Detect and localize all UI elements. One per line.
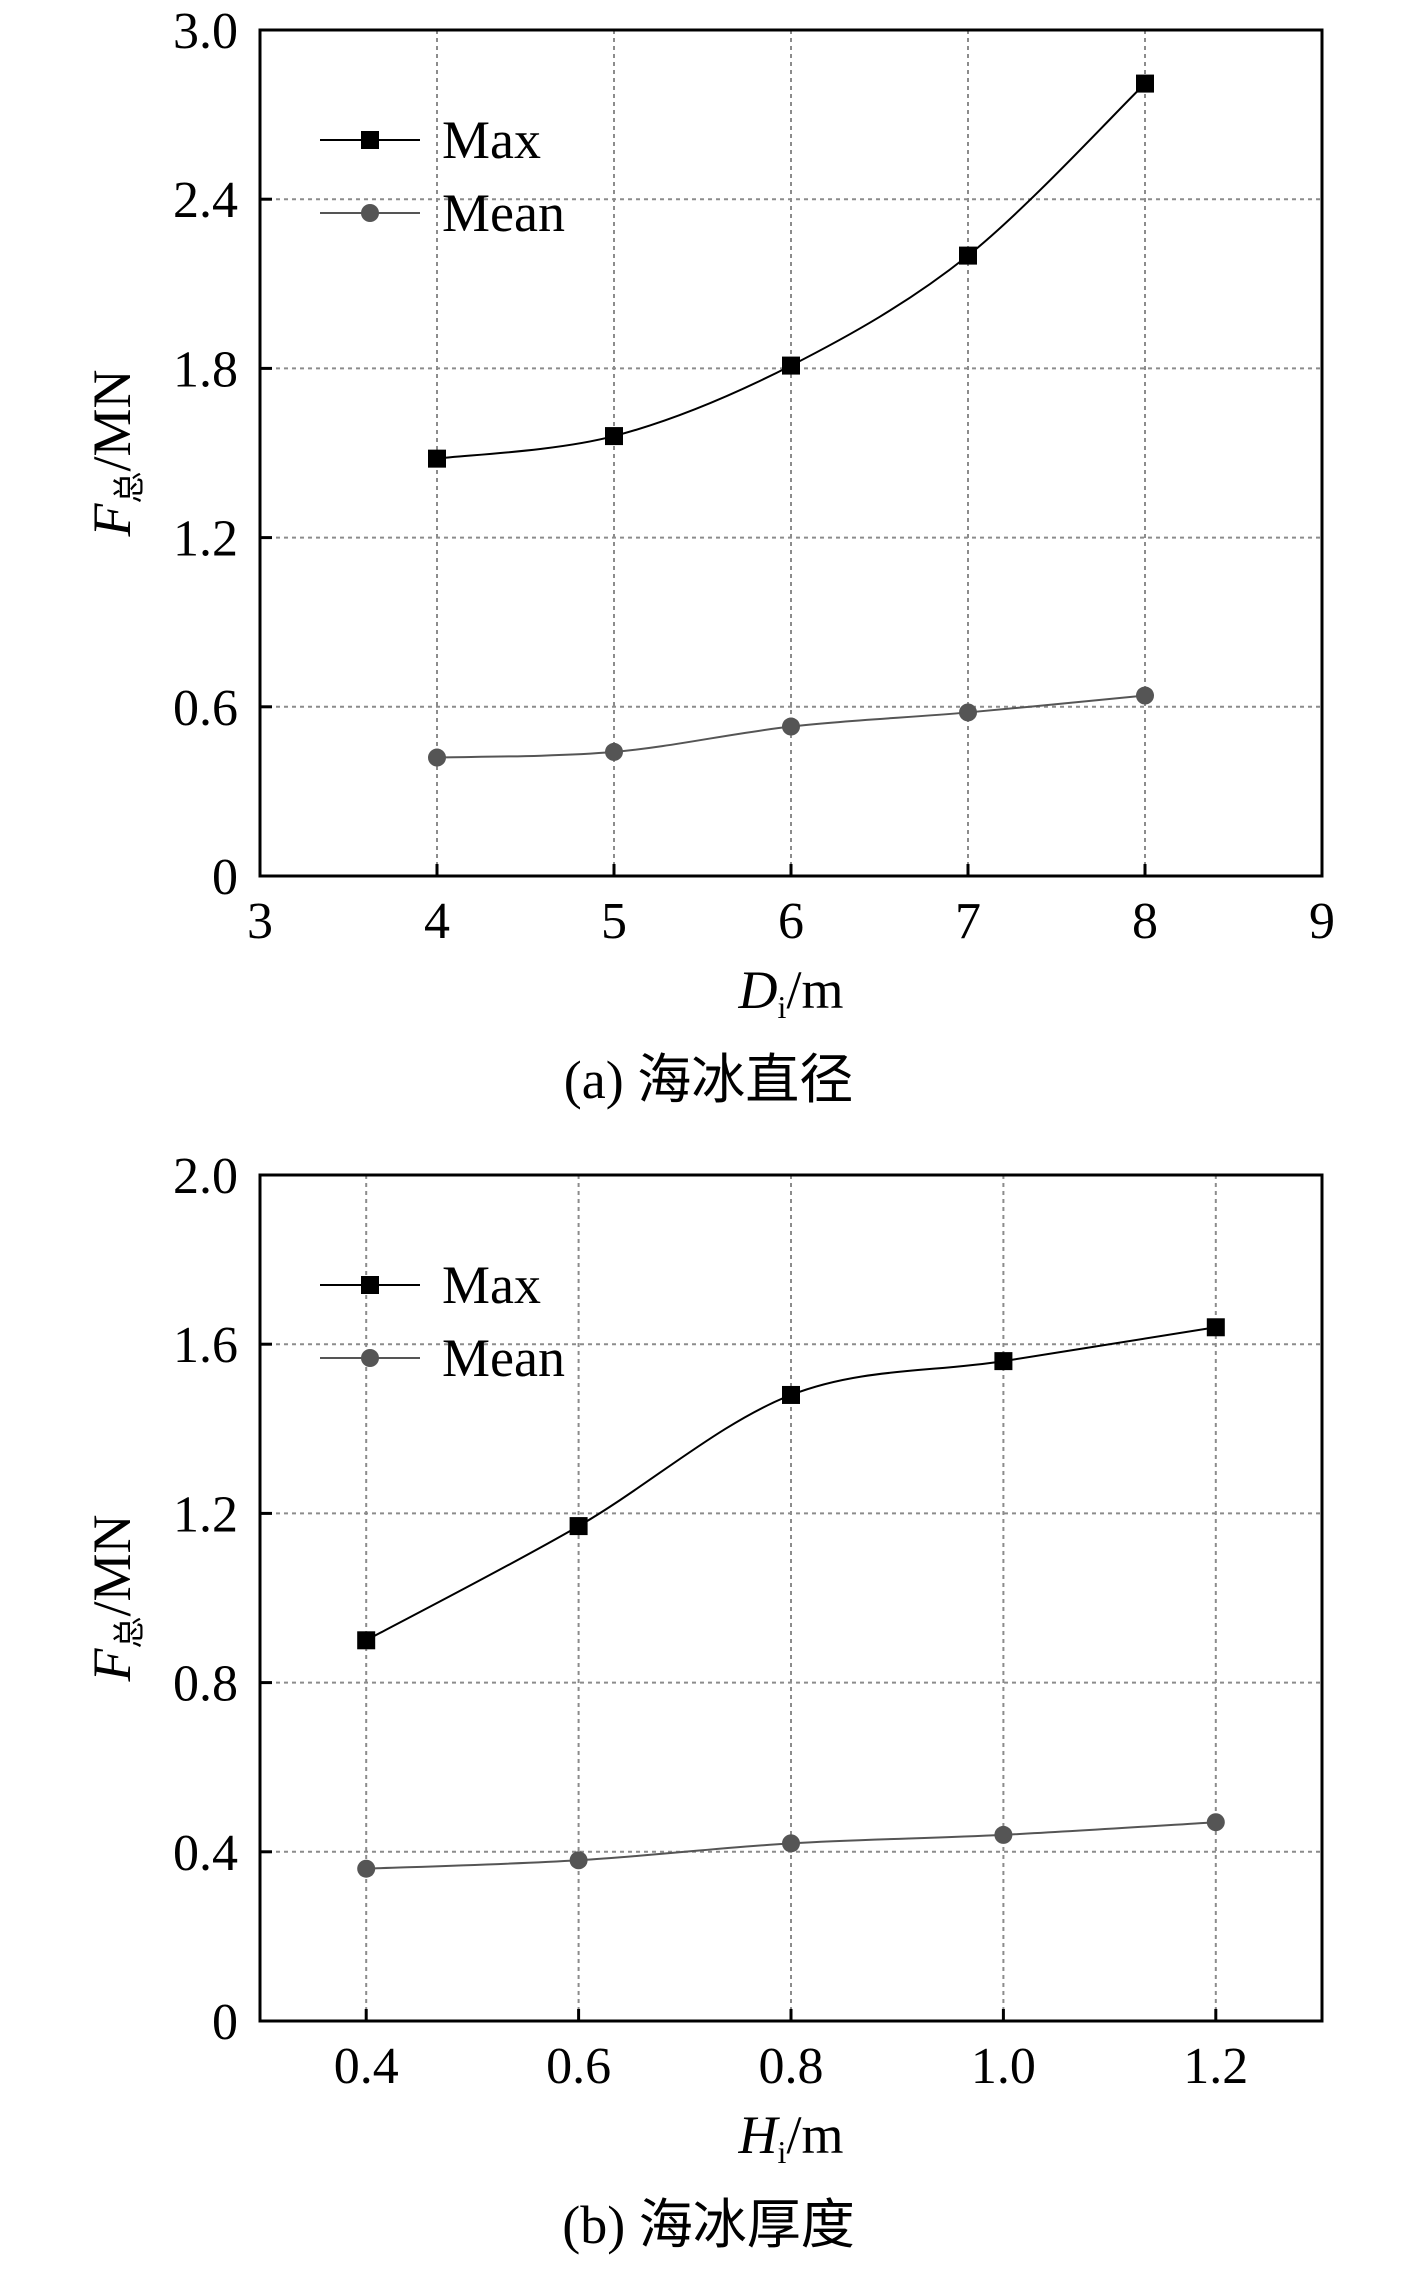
chart-panel-b: 0.4 0.6 0.8 1.0 1.2 0 0.4 0.8 1.2 1.6 2.0 Hi/m F总/MN…	[0, 1145, 1417, 2290]
chart-b-xtick-label: 1.2	[1183, 2038, 1248, 2095]
chart-b-series-mean-point	[357, 1859, 376, 1878]
chart-a-series-mean-point	[428, 748, 446, 767]
chart-b-series-mean-point	[1206, 1813, 1225, 1832]
chart-a-legend-max-marker	[361, 131, 379, 149]
chart-b-plot-frame	[258, 1173, 1324, 2023]
chart-a-ytick-label: 2.4	[173, 172, 238, 229]
chart-b-series-mean-point	[569, 1851, 588, 1870]
chart-a-series-max-point	[428, 449, 446, 468]
chart-a-xtick-label: 7	[955, 893, 981, 950]
chart-b-ytick-label: 1.2	[173, 1486, 238, 1543]
chart-b-legend-max-label: Max	[442, 1255, 541, 1315]
chart-a-series-max-point	[605, 427, 623, 446]
chart-a-yaxis-title: F总/MN	[82, 369, 147, 537]
chart-a-xtick-label: 5	[601, 893, 627, 950]
chart-b-xtick-label: 0.8	[759, 2038, 824, 2095]
chart-a-ytick-label: 0.6	[173, 680, 238, 737]
chart-b-series-mean-point	[994, 1825, 1013, 1844]
chart-b-ytick-label: 0.4	[173, 1825, 238, 1882]
chart-b-series-max-point	[1206, 1318, 1225, 1337]
chart-b-series-max-point	[569, 1517, 588, 1536]
chart-b-series-mean-point	[782, 1834, 800, 1853]
chart-a-legend-max-label: Max	[442, 110, 541, 170]
chart-b-series-max-point	[782, 1385, 800, 1404]
chart-a-caption: (a) 海冰直径	[563, 1050, 854, 1110]
chart-b-caption: (b) 海冰厚度	[562, 2195, 855, 2255]
chart-a-xtick-label: 9	[1309, 893, 1335, 950]
chart-b-ytick-label: 1.6	[173, 1317, 238, 1374]
chart-b-canvas: 0.4 0.6 0.8 1.0 1.2 0 0.4 0.8 1.2 1.6 2.0 Hi/m F总/MN…	[82, 1148, 1324, 2170]
chart-a-grid	[260, 30, 1322, 876]
chart-a-xtick-label: 8	[1132, 893, 1158, 950]
chart-a-xaxis-title: Di/m	[738, 960, 844, 1025]
chart-b-legend-mean-label: Mean	[442, 1328, 565, 1388]
chart-a-series-max-point	[959, 246, 977, 265]
chart-b-yaxis-title: F总/MN	[82, 1514, 147, 1682]
chart-a-series-max-point	[1136, 74, 1154, 93]
chart-a-series-max-point	[782, 356, 800, 375]
chart-b-ytick-label: 0.8	[173, 1656, 238, 1713]
chart-b-series-max-point	[357, 1631, 376, 1650]
chart-a-series-mean-point	[959, 703, 977, 722]
chart-b-xtick-label: 0.6	[546, 2038, 611, 2095]
chart-b-xaxis-title: Hi/m	[738, 2105, 844, 2170]
chart-a-xtick-label: 3	[247, 893, 273, 950]
chart-b-legend-max-marker	[361, 1276, 379, 1294]
chart-panel-a: 3 4 5 6 7 8 9 0 0.6 1.2 1.8 2.4 3.0 Di/m F总/MN Max Mean …	[82, 3, 1335, 1110]
chart-a-series-mean-point	[605, 742, 623, 761]
chart-a-series-mean-point	[782, 717, 800, 736]
chart-a-xtick-label: 6	[778, 893, 804, 950]
chart-b-grid	[260, 1175, 1322, 2021]
chart-a-canvas: 3 4 5 6 7 8 9 0 0.6 1.2 1.8 2.4 3.0 Di/m F总/MN Max Mean	[82, 3, 1335, 1025]
chart-b-xtick-label: 1.0	[971, 2038, 1036, 2095]
chart-b-ytick-label: 0	[212, 1994, 238, 2051]
chart-a-plot-frame	[258, 28, 1324, 878]
chart-a-ytick-label: 1.8	[173, 341, 238, 398]
chart-a-series-mean-point	[1136, 686, 1154, 705]
chart-a-ytick-label: 0	[212, 849, 238, 906]
chart-b-series-max-point	[994, 1352, 1013, 1371]
chart-b-xtick-label: 0.4	[334, 2038, 399, 2095]
chart-a-ytick-label: 1.2	[173, 511, 238, 568]
chart-a-xtick-label: 4	[424, 893, 450, 950]
chart-b-legend-mean-marker	[361, 1349, 379, 1367]
chart-a-ytick-label: 3.0	[173, 3, 238, 60]
chart-b-ytick-label: 2.0	[173, 1148, 238, 1205]
chart-a-legend-mean-label: Mean	[442, 183, 565, 243]
chart-a-legend-mean-marker	[361, 204, 379, 222]
